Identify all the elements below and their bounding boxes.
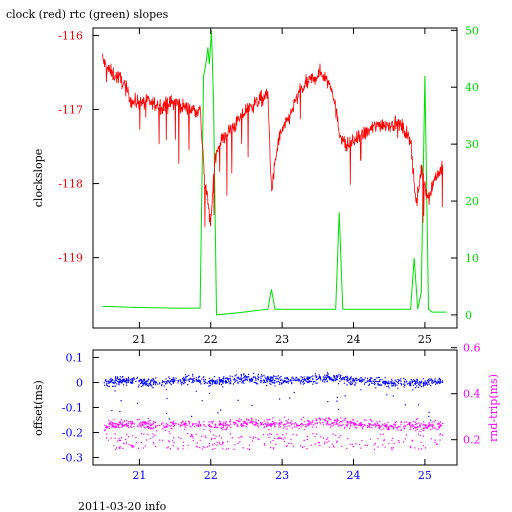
offset-points	[103, 372, 444, 421]
top-left-y-tick-label: -118	[58, 178, 83, 191]
top-right-y-tick-label: 30	[465, 138, 479, 151]
bottom-plot-area	[103, 372, 444, 451]
bottom-axes: 21 22 23 24 25 0.1 0 -0.1 -0.2 -0.3 0.6 0.4 0.2	[62, 342, 481, 482]
round-trip-points	[103, 416, 444, 451]
bottom-plot-frame	[92, 349, 458, 466]
bottom-left-y-tick-label: -0.3	[62, 452, 83, 465]
top-left-y-tick-label: -117	[58, 103, 83, 116]
footer-label: 2011-03-20 info	[78, 500, 167, 512]
top-x-tick-label: 25	[418, 333, 432, 346]
bottom-left-y-tick-label: 0.1	[66, 352, 84, 365]
bottom-right-y-tick-label: 0.2	[463, 434, 481, 447]
top-x-tick-label: 23	[275, 333, 289, 346]
top-plot-frame	[92, 27, 458, 329]
top-x-tick-label: 21	[132, 333, 146, 346]
clock-slope-line	[101, 53, 444, 228]
rtc-slope-line	[102, 30, 447, 316]
top-axes: 21 22 23 24 25 -116 -117 -118 -119 50 40 30 20 10 0	[58, 24, 479, 346]
top-x-tick-label: 22	[204, 333, 218, 346]
bottom-x-tick-label: 24	[347, 469, 361, 482]
bottom-x-tick-label: 22	[204, 469, 218, 482]
bottom-x-tick-label: 21	[132, 469, 146, 482]
top-y-axis-label: clockslope	[32, 149, 45, 207]
top-x-tick-label: 24	[347, 333, 361, 346]
chart-title: clock (red) rtc (green) slopes	[6, 8, 169, 21]
top-left-y-tick-label: -116	[58, 29, 83, 42]
top-right-y-tick-label: 50	[465, 24, 479, 37]
top-right-y-tick-label: 0	[465, 309, 472, 322]
top-right-y-tick-label: 40	[465, 81, 479, 94]
bottom-x-tick-label: 23	[275, 469, 289, 482]
bottom-left-y-axis-label: offset(ms)	[32, 380, 45, 436]
bottom-left-y-tick-label: -0.1	[62, 402, 83, 415]
top-plot-area	[101, 30, 447, 316]
top-left-y-tick-label: -119	[58, 252, 83, 265]
bottom-x-tick-label: 25	[418, 469, 432, 482]
bottom-right-y-tick-label: 0.6	[463, 342, 481, 355]
bottom-left-y-tick-label: -0.2	[62, 427, 83, 440]
bottom-right-y-tick-label: 0.4	[463, 388, 481, 401]
top-right-y-tick-label: 10	[465, 252, 479, 265]
top-right-y-tick-label: 20	[465, 195, 479, 208]
bottom-right-y-axis-label: rnd-trip(ms)	[487, 374, 500, 442]
bottom-left-y-tick-label: 0	[76, 377, 83, 390]
